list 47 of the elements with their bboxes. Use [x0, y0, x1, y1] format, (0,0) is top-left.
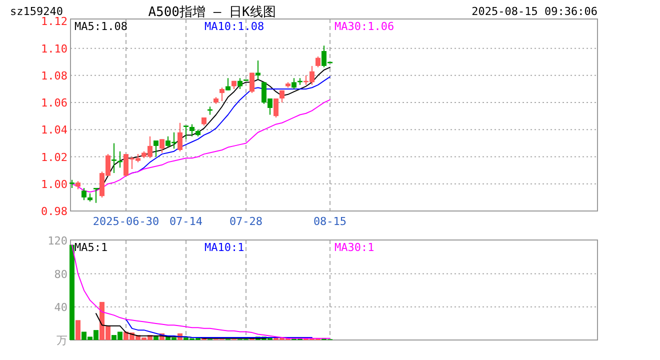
line-series [96, 66, 330, 192]
bar [76, 320, 80, 340]
candlestick [154, 140, 158, 158]
y-tick-label: 120 [48, 234, 68, 248]
candlestick [274, 98, 278, 118]
y-tick-label: 1.08 [41, 69, 68, 82]
y-tick-label: 1.02 [41, 150, 68, 164]
chart-title: A500指增 — 日K线图 [148, 5, 276, 20]
line-series [126, 318, 312, 338]
y-tick-label: 1.00 [41, 178, 68, 191]
x-tick-label: 07-14 [169, 215, 203, 228]
candlestick [178, 122, 182, 152]
line-series [72, 244, 330, 339]
candlestick [94, 187, 98, 204]
text: MA5:1 [74, 241, 108, 254]
y-tick-label: 40 [54, 300, 68, 314]
text: MA30:1 [334, 241, 374, 254]
text: 2025-08-15 09:36:06 [472, 5, 598, 18]
candlestick [280, 90, 284, 104]
x-tick-label: 07-28 [229, 215, 263, 228]
y-tick-label: 万 [56, 334, 68, 347]
candlestick [316, 56, 320, 68]
text: MA30:1.06 [334, 20, 394, 33]
candlestick [82, 187, 86, 201]
y-tick-label: 1.10 [41, 42, 68, 56]
text: MA10:1 [204, 241, 244, 254]
x-tick-label: 2025-06-30 [92, 215, 160, 228]
y-tick-label: 1.06 [41, 96, 68, 110]
y-tick-label: 80 [54, 268, 68, 281]
candlestick [250, 72, 254, 94]
candlestick [238, 78, 242, 90]
text: sz159240 [10, 5, 63, 18]
y-tick-label: 1.12 [41, 15, 68, 28]
candlestick [190, 124, 194, 137]
text: MA5:1.08 [74, 20, 128, 33]
y-tick-label: 0.98 [41, 205, 68, 218]
candlestick [256, 60, 260, 80]
text: MA10:1.08 [204, 20, 264, 33]
bar [70, 244, 74, 340]
candlestick [226, 78, 230, 91]
candlestick [160, 138, 164, 154]
x-tick-label: 08-15 [313, 215, 347, 228]
candlestick [112, 142, 116, 174]
candlestick [292, 78, 296, 90]
candlestick [184, 125, 188, 140]
y-tick-label: 1.04 [41, 124, 68, 137]
candlestick [220, 87, 224, 102]
